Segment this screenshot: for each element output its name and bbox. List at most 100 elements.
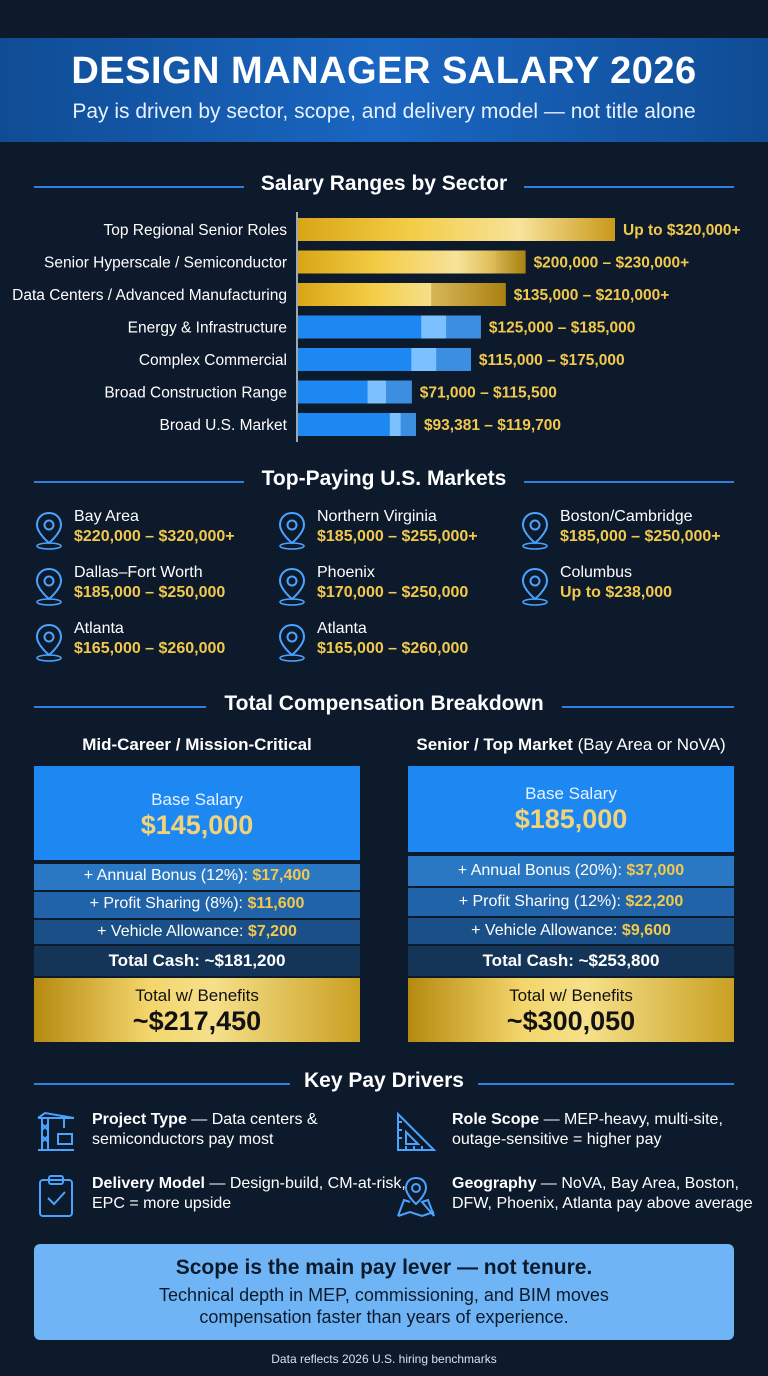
callout-line-2: compensation faster than years of experi… [199,1307,569,1327]
comp-column-title-senior: Senior / Top Market (Bay Area or NoVA) [408,735,734,755]
profit-value: $11,600 [247,895,305,912]
section-title-drivers: Key Pay Drivers [292,1069,476,1092]
vehicle-value: $9,600 [621,922,671,939]
vehicle-label: + Vehicle Allowance: [471,922,618,939]
divider-line [524,481,734,483]
market-item: Bay Area $220,000 – $320,000+ [34,508,264,552]
driver-desc: — Design-build, CM-at-risk, EPC = more u… [92,1175,406,1212]
map-pin-icon [521,567,549,606]
chart-bar-range [400,413,416,436]
map-pin-icon [278,567,306,606]
market-city: Northern Virginia [317,508,437,525]
total-benefits-box-senior: Total w/ Benefits ~$300,050 [408,978,734,1042]
chart-category-label: Top Regional Senior Roles [103,222,287,239]
comp-mid-title-text: Mid-Career / Mission-Critical [82,735,312,754]
chart-category-label: Energy & Infrastructure [128,320,287,337]
total-benefits-label: Total w/ Benefits [509,986,633,1005]
market-item: Atlanta $165,000 – $260,000 [34,620,264,664]
chart-value-label: Up to $320,000+ [623,222,741,239]
comp-senior-title-suffix: (Bay Area or NoVA) [577,735,726,754]
driver-name: Project Type [92,1111,187,1128]
section-title-markets: Top-Paying U.S. Markets [249,467,519,490]
market-range: $165,000 – $260,000 [317,640,469,657]
divider-line [524,186,734,188]
profit-value: $22,200 [625,893,684,910]
profit-row-senior: + Profit Sharing (12%): $22,200 [408,888,734,916]
map-pin-icon [35,623,63,662]
chart-value-label: $125,000 – $185,000 [489,320,636,337]
market-range: $185,000 – $255,000+ [317,528,478,545]
total-cash-senior: Total Cash: ~$253,800 [408,946,734,976]
chart-value-label: $71,000 – $115,500 [420,385,557,402]
chart-value-label: $135,000 – $210,000+ [514,287,670,304]
divider-line [562,706,734,708]
chart-category-label: Complex Commercial [139,352,287,369]
map-pin-icon [35,567,63,606]
market-range: $170,000 – $250,000 [317,584,469,601]
chart-bar-range [367,380,387,404]
section-title-comp: Total Compensation Breakdown [212,692,556,715]
chart-value-label: $115,000 – $175,000 [479,352,625,369]
bonus-row-senior: + Annual Bonus (20%): $37,000 [408,856,734,886]
total-benefits-value: ~$300,050 [506,1006,636,1036]
market-city: Columbus [560,564,633,581]
market-range: $165,000 – $260,000 [74,640,226,657]
driver-name: Delivery Model [92,1175,205,1192]
market-item: Northern Virginia $185,000 – $255,000+ [277,508,507,552]
driver-desc: — Data centers & semiconductors pay most [92,1111,318,1148]
market-item: Boston/Cambridge $185,000 – $250,000+ [520,508,750,552]
chart-bar-range [421,315,447,339]
profit-row-mid: + Profit Sharing (8%): $11,600 [34,892,360,918]
divider-line [478,1083,734,1085]
market-range: Up to $238,000 [560,584,673,601]
map-pin-icon [35,511,63,550]
bonus-value: $37,000 [626,862,685,879]
chart-category-label: Broad U.S. Market [160,417,288,434]
market-item: Phoenix $170,000 – $250,000 [277,564,507,608]
market-item: Columbus Up to $238,000 [520,564,750,608]
callout-headline: Scope is the main pay lever — not tenure… [175,1256,593,1279]
total-benefits-value: ~$217,450 [132,1006,262,1036]
sector-salary-chart: Top Regional Senior Roles Up to $320,000+… [12,212,741,442]
crane-icon [37,1111,75,1151]
divider-line [34,481,244,483]
vehicle-label: + Vehicle Allowance: [97,923,244,940]
base-salary-label: Base Salary [151,790,243,809]
total-benefits-box-mid: Total w/ Benefits ~$217,450 [34,978,360,1042]
chart-bar-range [386,380,412,404]
chart-bar-range [495,250,526,274]
chart-value-label: $93,381 – $119,700 [424,417,561,434]
comp-senior-title-text: Senior / Top Market [416,735,573,754]
driver-desc: — MEP-heavy, multi-site, outage-sensitiv… [452,1111,723,1148]
page-subtitle: Pay is driven by sector, scope, and deli… [72,100,696,123]
driver-project-type: Project Type — Data centers & semiconduc… [34,1110,364,1158]
base-salary-value: $185,000 [514,804,628,834]
section-header-drivers: Key Pay Drivers [34,1069,734,1099]
chart-bar [298,413,416,436]
market-city: Dallas–Fort Worth [74,564,203,581]
market-range: $185,000 – $250,000+ [560,528,721,545]
market-city: Atlanta [74,620,124,637]
market-item: Atlanta $165,000 – $260,000 [277,620,507,664]
page-title: DESIGN MANAGER SALARY 2026 [71,50,697,92]
divider-line [34,706,206,708]
market-city: Atlanta [317,620,367,637]
map-pin-icon [278,623,306,662]
total-cash-mid: Total Cash: ~$181,200 [34,946,360,976]
driver-role-scope: Role Scope — MEP-heavy, multi-site, outa… [394,1110,724,1158]
comp-column-title-mid: Mid-Career / Mission-Critical [34,735,360,755]
market-range: $220,000 – $320,000+ [74,528,235,545]
chart-bar [298,218,615,241]
map-pin-icon [521,511,549,550]
vehicle-value: $7,200 [247,923,297,940]
set-square-icon [397,1111,437,1151]
divider-line [34,1083,290,1085]
chart-bar-range [411,348,437,371]
chart-bar [298,250,526,274]
driver-delivery-model: Delivery Model — Design-build, CM-at-ris… [34,1174,406,1222]
vehicle-row-senior: + Vehicle Allowance: $9,600 [408,918,734,944]
base-salary-box-mid: Base Salary $145,000 [34,766,360,860]
driver-name: Geography [452,1175,537,1192]
bonus-label: + Annual Bonus (20%): [457,862,622,879]
chart-bar-range [431,283,506,306]
